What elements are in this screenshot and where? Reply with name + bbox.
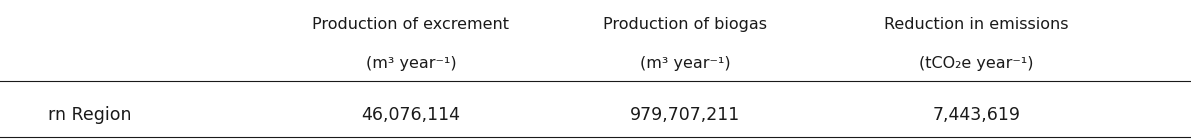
Text: rn Region: rn Region — [48, 106, 131, 124]
Text: 979,707,211: 979,707,211 — [630, 106, 740, 124]
Text: 7,443,619: 7,443,619 — [933, 106, 1021, 124]
Text: Production of biogas: Production of biogas — [603, 17, 767, 32]
Text: Reduction in emissions: Reduction in emissions — [885, 17, 1068, 32]
Text: (m³ year⁻¹): (m³ year⁻¹) — [366, 56, 456, 71]
Text: (m³ year⁻¹): (m³ year⁻¹) — [640, 56, 730, 71]
Text: 46,076,114: 46,076,114 — [361, 106, 461, 124]
Text: (tCO₂e year⁻¹): (tCO₂e year⁻¹) — [919, 56, 1034, 71]
Text: Production of excrement: Production of excrement — [312, 17, 510, 32]
